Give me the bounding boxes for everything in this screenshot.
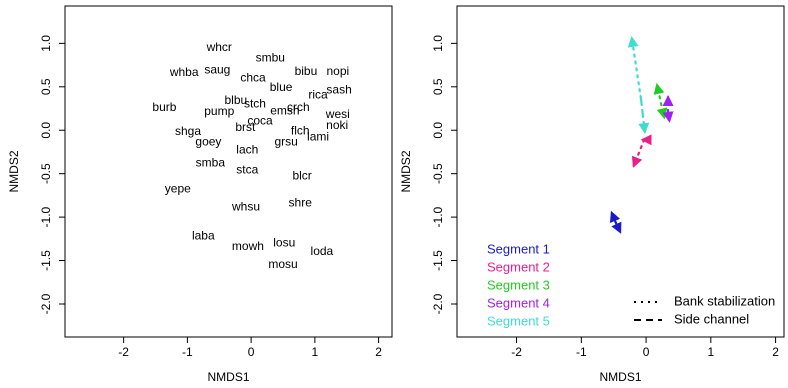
species-label: bibu: [295, 64, 318, 78]
species-label: whba: [169, 65, 199, 79]
y-tick-label: -0.5: [39, 163, 53, 184]
plot-frame: [456, 5, 785, 338]
species-label: stch: [244, 96, 266, 110]
species-label: emsh: [270, 103, 299, 117]
species-label: crch: [287, 100, 310, 114]
legend-entry: Segment 4: [487, 295, 550, 310]
legend-entry: Side channel: [674, 311, 749, 326]
legend-entry: Segment 5: [487, 313, 550, 328]
legend-entry: Segment 3: [487, 277, 550, 292]
arrow: [662, 110, 674, 123]
arrow: [656, 107, 668, 120]
y-tick-label: -1.5: [39, 250, 53, 271]
species-label: coca: [247, 114, 273, 128]
arrow: [631, 138, 646, 168]
y-tick-label: 0.5: [39, 78, 53, 95]
species-label: whsu: [231, 200, 260, 214]
y-tick-label: 0.0: [39, 122, 53, 139]
y-tick-label: -1.0: [39, 206, 53, 227]
species-label: wesi: [325, 107, 350, 121]
species-label: yepe: [165, 181, 191, 195]
species-label: blcr: [292, 168, 311, 182]
x-tick-label: 2: [375, 345, 382, 359]
species-label: burb: [152, 100, 176, 114]
x-tick-label: 2: [772, 345, 779, 359]
x-tick-label: -1: [182, 345, 193, 359]
y-tick-label: 0.5: [431, 78, 445, 95]
arrow: [627, 35, 642, 100]
species-label: rica: [308, 88, 328, 102]
y-tick-label: -1.5: [431, 250, 445, 271]
species-label: whcr: [206, 40, 232, 54]
species-label: mowh: [232, 239, 264, 253]
species-label: mosu: [268, 257, 297, 271]
legend-entry: Segment 2: [487, 259, 550, 274]
species-label: shre: [289, 195, 313, 209]
y-tick-label: -2.0: [39, 293, 53, 314]
species-label: stca: [236, 162, 258, 176]
y-tick-label: -0.5: [431, 163, 445, 184]
x-tick-label: -2: [511, 345, 522, 359]
species-label: chca: [240, 70, 266, 84]
plot-frame: [64, 5, 393, 338]
legend-entry: Segment 1: [487, 241, 550, 256]
arrow: [653, 82, 665, 114]
species-label: smba: [196, 155, 226, 169]
y-tick-label: -1.0: [431, 206, 445, 227]
y-tick-label: 0.0: [431, 122, 445, 139]
species-label: blbu: [224, 93, 247, 107]
species-label: loda: [311, 244, 334, 258]
species-label: nopi: [326, 64, 349, 78]
x-axis-label: NMDS1: [207, 370, 249, 384]
x-tick-label: 0: [248, 345, 255, 359]
species-label: pump: [204, 104, 234, 118]
species-label: flch: [291, 123, 310, 137]
x-tick-label: 0: [643, 345, 650, 359]
arrow: [638, 96, 650, 135]
species-label: saug: [204, 62, 230, 76]
x-tick-label: 1: [312, 345, 319, 359]
species-label: noki: [326, 118, 348, 132]
species-label: losu: [273, 235, 295, 249]
species-label: goey: [195, 135, 221, 149]
x-tick-label: -2: [118, 345, 129, 359]
y-axis-label: NMDS2: [399, 150, 413, 192]
species-label: shga: [175, 124, 201, 138]
species-label: laba: [192, 228, 215, 242]
species-label: smbu: [256, 50, 285, 64]
species-label: lami: [307, 129, 329, 143]
arrow: [609, 210, 621, 224]
y-tick-label: 1.0: [431, 35, 445, 52]
species-label: blue: [270, 80, 293, 94]
arrow: [611, 221, 622, 234]
species-label: sash: [326, 82, 351, 96]
legend-entry: Bank stabilization: [674, 293, 775, 308]
y-tick-label: 1.0: [39, 35, 53, 52]
species-label: brst: [235, 120, 256, 134]
y-tick-label: -2.0: [431, 293, 445, 314]
x-tick-label: -1: [576, 345, 587, 359]
y-axis-label: NMDS2: [7, 150, 21, 192]
x-tick-label: 1: [707, 345, 714, 359]
x-axis-label: NMDS1: [599, 370, 641, 384]
species-label: grsu: [275, 135, 298, 149]
species-label: lach: [236, 142, 258, 156]
